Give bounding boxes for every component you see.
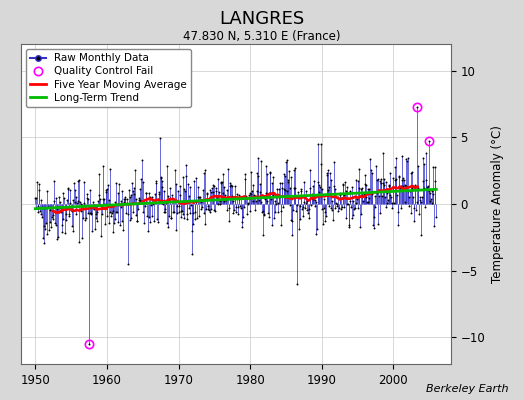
Y-axis label: Temperature Anomaly (°C): Temperature Anomaly (°C) [490,125,504,283]
Text: 47.830 N, 5.310 E (France): 47.830 N, 5.310 E (France) [183,30,341,43]
Text: Berkeley Earth: Berkeley Earth [426,384,508,394]
Legend: Raw Monthly Data, Quality Control Fail, Five Year Moving Average, Long-Term Tren: Raw Monthly Data, Quality Control Fail, … [26,49,191,107]
Text: LANGRES: LANGRES [220,10,304,28]
